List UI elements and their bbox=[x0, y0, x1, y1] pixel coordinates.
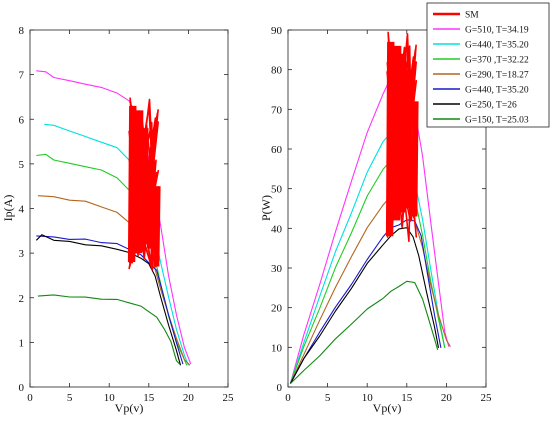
iv-y-tick-label: 4 bbox=[19, 204, 25, 216]
legend-box bbox=[426, 2, 550, 128]
pv-x-tick-label: 10 bbox=[362, 392, 374, 404]
legend-entry-label: G=150, T=25.03 bbox=[465, 116, 529, 126]
iv-sm-oscillation bbox=[131, 105, 135, 263]
pv-sm-oscillation bbox=[397, 45, 402, 221]
iv-y-tick-label: 8 bbox=[19, 25, 25, 37]
iv-series-line-7 bbox=[37, 294, 181, 365]
legend-entry-label: G=370 ,T=32.22 bbox=[465, 56, 529, 66]
pv-sm-oscillation bbox=[389, 41, 393, 237]
iv-y-tick-label: 3 bbox=[19, 248, 25, 260]
legend-entry-label: G=440, T=35.20 bbox=[465, 41, 529, 51]
iv-y-tick-label: 5 bbox=[19, 159, 25, 171]
iv-sm-oscillation bbox=[146, 163, 151, 249]
pv-y-axis-label: P(W) bbox=[259, 195, 273, 221]
pv-axis-ticks: 0 5 10 15 20 25 0 10 20 30 40 50 60 70 80 90 bbox=[271, 25, 492, 404]
iv-y-tick-label: 7 bbox=[19, 70, 25, 82]
iv-sm-oscillation bbox=[136, 110, 140, 254]
pv-sm-oscillation bbox=[413, 101, 417, 217]
pv-sm-oscillation bbox=[394, 45, 398, 221]
legend-entry-label: G=250, T=26 bbox=[465, 101, 517, 111]
pv-sm-band bbox=[385, 31, 419, 243]
iv-sm-oscillation bbox=[138, 110, 142, 254]
pv-x-tick-label: 0 bbox=[285, 392, 291, 404]
pv-series-line-7 bbox=[290, 280, 439, 384]
iv-sm-oscillation bbox=[152, 163, 156, 249]
pv-y-tick-label: 50 bbox=[271, 184, 283, 196]
iv-sm-oscillation bbox=[145, 128, 149, 245]
iv-x-tick-label: 20 bbox=[183, 392, 195, 404]
iv-x-axis-label: Vp(v) bbox=[115, 401, 144, 415]
pv-sm-oscillation bbox=[401, 53, 405, 213]
iv-sm-oscillation bbox=[150, 163, 154, 249]
iv-y-axis-label: Ip(A) bbox=[1, 195, 15, 222]
iv-axis-ticks: 0 5 10 15 20 25 0 1 2 3 4 5 6 7 8 bbox=[19, 25, 235, 404]
pv-sm-oscillation bbox=[399, 53, 404, 213]
legend-entry-label: G=510, T=34.19 bbox=[465, 26, 529, 36]
pv-y-tick-label: 30 bbox=[271, 263, 283, 275]
iv-x-tick-label: 0 bbox=[27, 392, 33, 404]
iv-sm-oscillation bbox=[157, 186, 161, 267]
pv-y-tick-label: 40 bbox=[271, 223, 283, 235]
pv-y-tick-label: 90 bbox=[271, 25, 283, 37]
iv-sm-oscillation bbox=[134, 110, 139, 254]
iv-sm-oscillation bbox=[139, 110, 144, 254]
pv-sm-oscillation bbox=[415, 101, 419, 217]
iv-sm-oscillation bbox=[143, 128, 147, 245]
iv-y-tick-label: 0 bbox=[19, 382, 25, 394]
pv-x-axis-label: Vp(v) bbox=[373, 401, 402, 415]
iv-sm-oscillation bbox=[133, 105, 137, 263]
legend-entry-label: SM bbox=[465, 11, 479, 21]
pv-legend: SM G=510, T=34.19 G=440, T=35.20 G=370 ,T=3… bbox=[426, 2, 550, 128]
pv-sm-oscillation bbox=[392, 45, 397, 221]
pv-y-tick-label: 0 bbox=[277, 382, 283, 394]
pv-y-tick-label: 10 bbox=[271, 342, 283, 354]
pv-chart: 0 5 10 15 20 25 0 10 20 30 40 50 60 70 80 90 Vp(v) P(W)… bbox=[259, 2, 550, 415]
pv-sm-oscillation bbox=[410, 69, 414, 209]
pv-sm-oscillation bbox=[396, 45, 400, 221]
iv-x-tick-label: 25 bbox=[223, 392, 235, 404]
legend-entry-label: G=440, T=35.20 bbox=[465, 86, 529, 96]
iv-sm-oscillation bbox=[155, 186, 159, 267]
pv-x-tick-label: 20 bbox=[441, 392, 453, 404]
pv-y-tick-label: 20 bbox=[271, 303, 283, 315]
pv-x-tick-label: 25 bbox=[481, 392, 493, 404]
pv-x-tick-label: 5 bbox=[325, 392, 331, 404]
pv-y-tick-label: 70 bbox=[271, 104, 283, 116]
iv-y-tick-label: 6 bbox=[19, 114, 25, 126]
legend-entry-label: G=290, T=18.27 bbox=[465, 71, 529, 81]
iv-sm-oscillation bbox=[153, 186, 158, 267]
iv-chart: 0 5 10 15 20 25 0 1 2 3 4 5 6 7 8 Vp(v) Ip(A) bbox=[1, 25, 234, 415]
pv-sm-oscillation bbox=[387, 41, 392, 237]
pv-sm-oscillation bbox=[391, 41, 395, 237]
iv-y-tick-label: 2 bbox=[19, 293, 25, 305]
pv-sm-oscillation bbox=[385, 41, 390, 237]
pv-y-tick-label: 80 bbox=[271, 65, 283, 77]
pv-sm-oscillation bbox=[411, 101, 416, 217]
pv-sm-oscillation bbox=[408, 69, 412, 209]
iv-x-tick-label: 15 bbox=[143, 392, 155, 404]
pv-x-tick-label: 15 bbox=[401, 392, 413, 404]
iv-x-tick-label: 5 bbox=[67, 392, 73, 404]
iv-sm-oscillation bbox=[127, 105, 132, 263]
pv-sm-oscillation bbox=[406, 69, 410, 209]
pv-y-tick-label: 60 bbox=[271, 144, 283, 156]
iv-sm-oscillation bbox=[129, 105, 134, 263]
iv-y-tick-label: 1 bbox=[19, 337, 25, 349]
pv-sm-oscillation bbox=[404, 69, 409, 209]
iv-sm-oscillation bbox=[141, 128, 146, 245]
iv-sm-oscillation bbox=[148, 163, 152, 249]
iv-x-tick-label: 10 bbox=[104, 392, 116, 404]
pv-sm-oscillation bbox=[403, 53, 407, 213]
iv-sm-band bbox=[127, 97, 161, 271]
